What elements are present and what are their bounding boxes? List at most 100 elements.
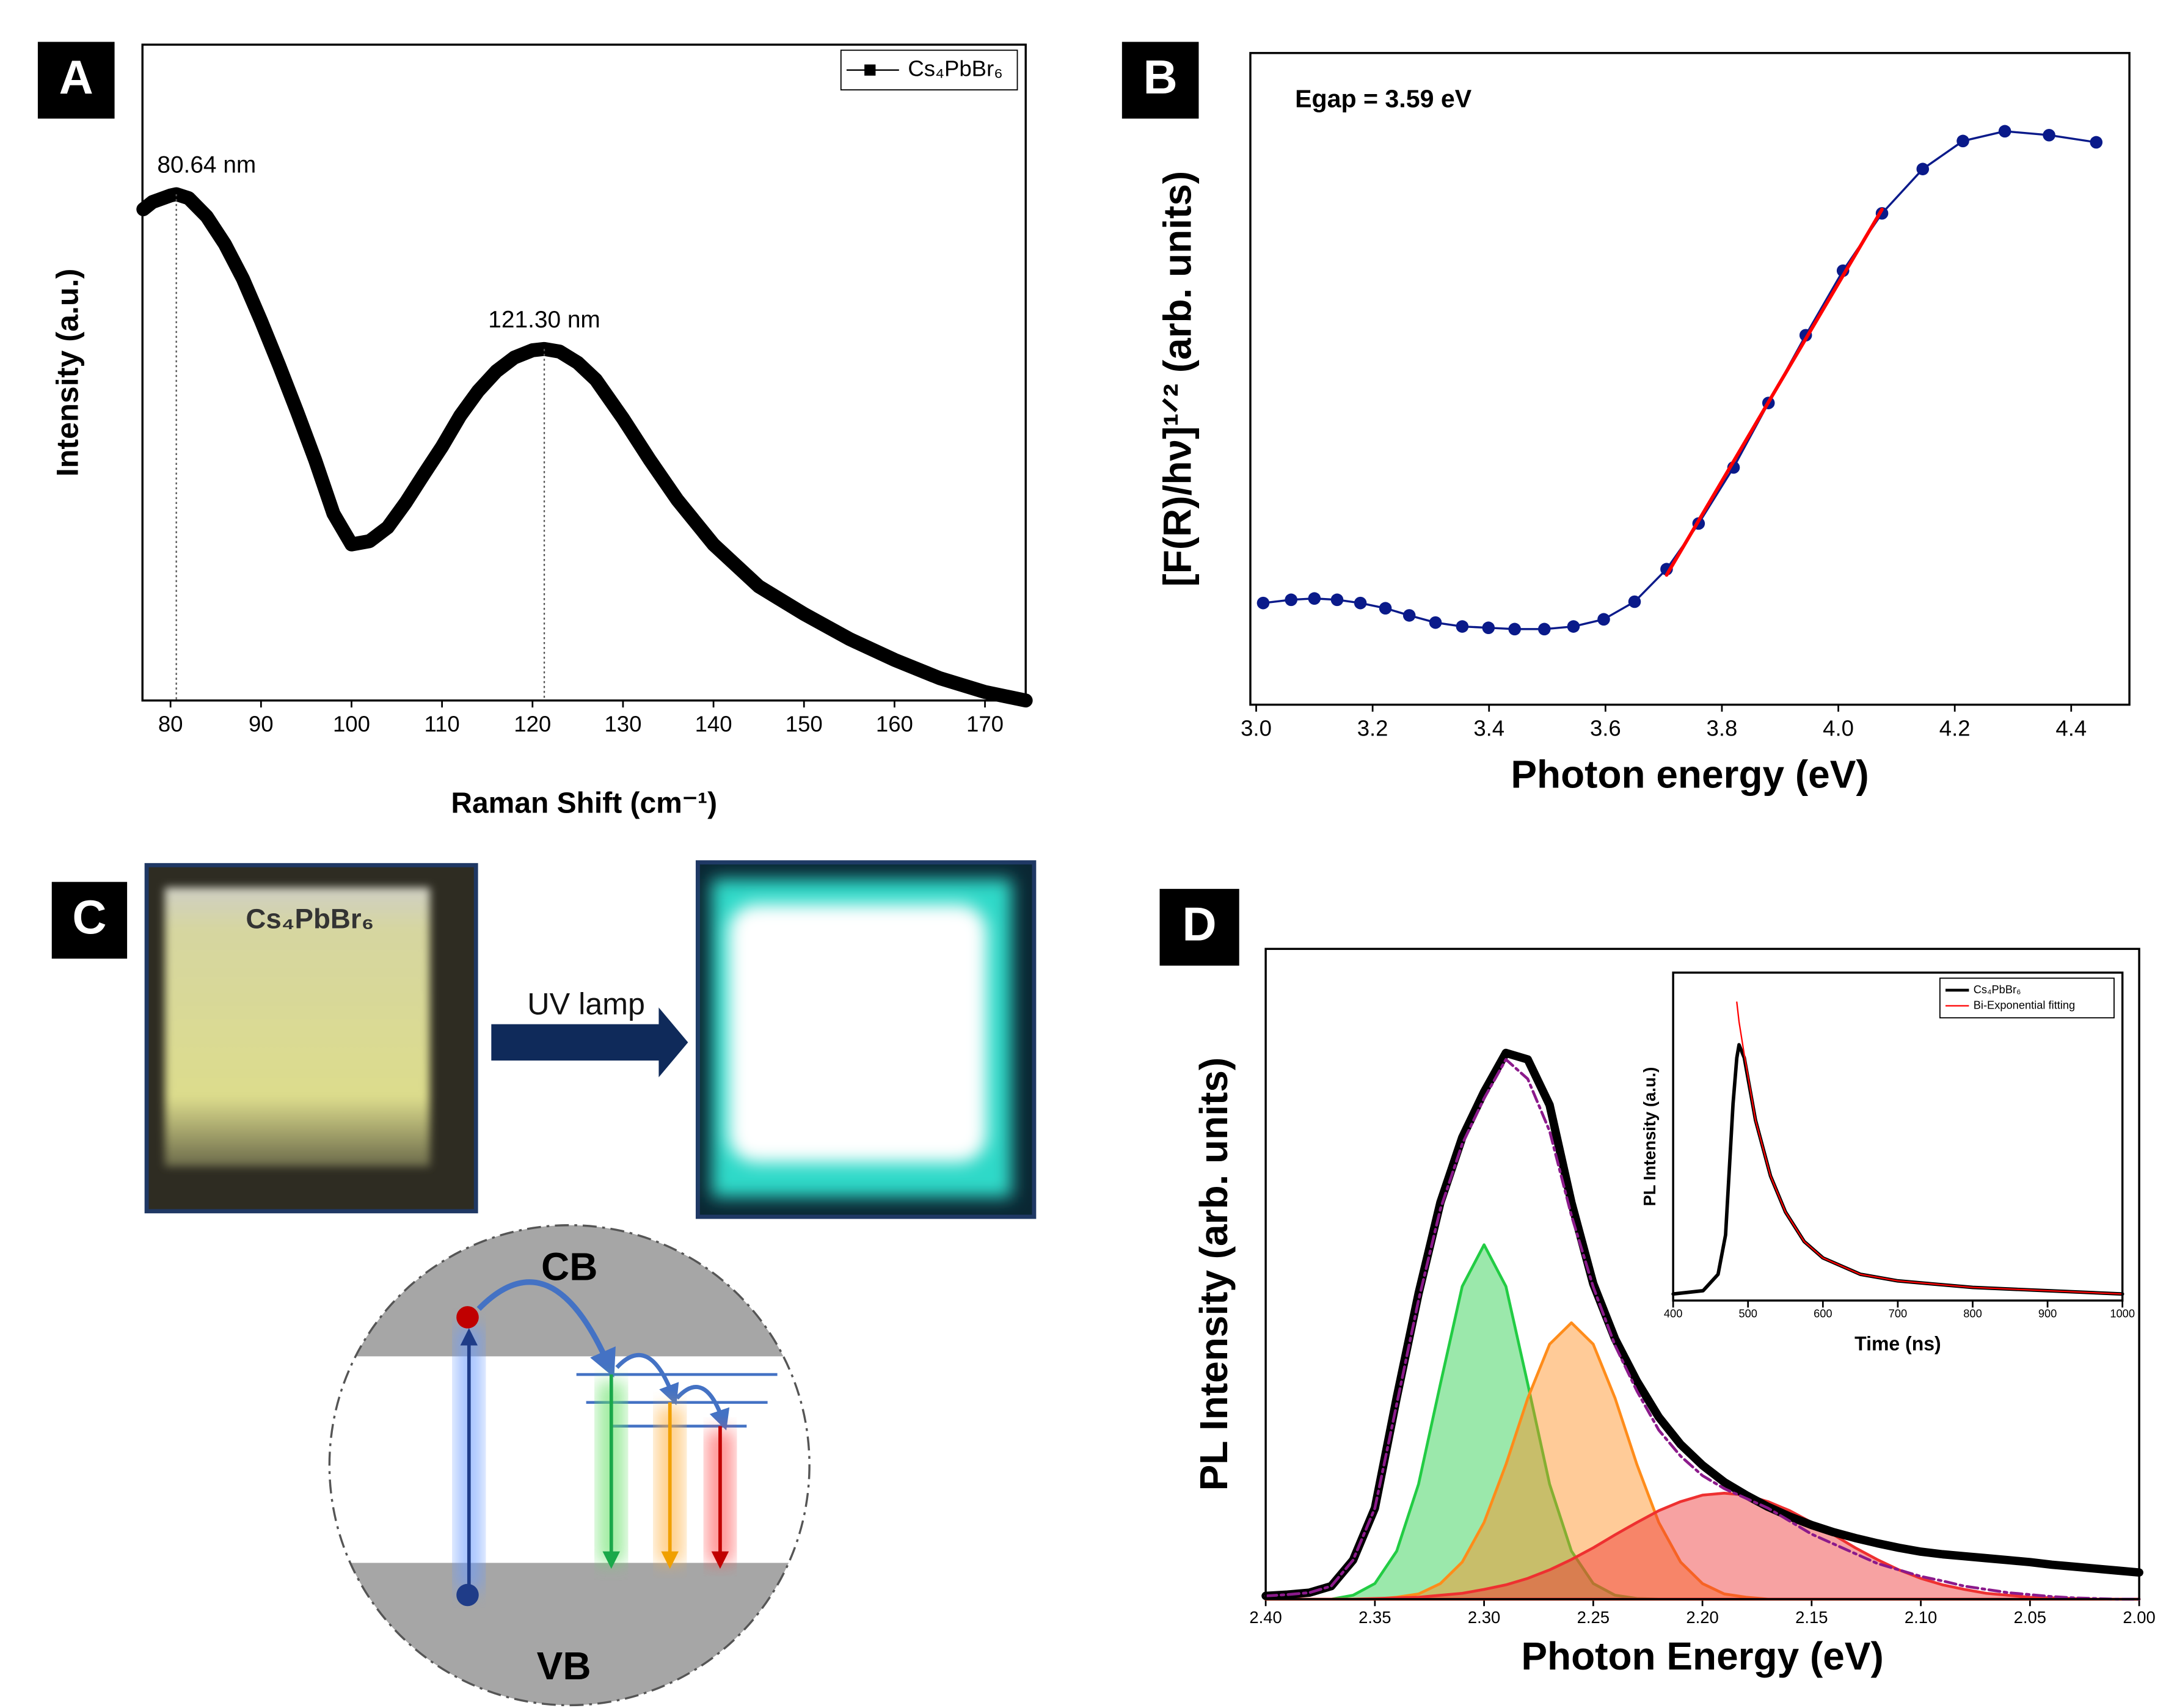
x-axis-label: Raman Shift (cm⁻¹) (451, 787, 717, 820)
x-tick-label: 500 (1738, 1307, 1757, 1320)
chart: 2.40 2.35 2.30 2.25 2.20 2.15 2.10 2.05 2.00 Phot… (1192, 947, 2156, 1678)
legend-label: Cs₄PbBr₆ (1974, 983, 2021, 996)
point (1916, 162, 1930, 175)
legend-box (1939, 977, 2115, 1019)
line (1665, 207, 1884, 577)
x-tick-label: 400 (1664, 1307, 1682, 1320)
point (1308, 592, 1321, 605)
point (1402, 609, 1416, 622)
hole (456, 1583, 479, 1607)
point (1567, 620, 1580, 633)
x-tick-label: 3.8 (1707, 715, 1738, 740)
x-tick-label: 2.25 (1577, 1608, 1610, 1627)
x-tick-label: 2.40 (1249, 1608, 1282, 1627)
legend-label: Cs₄PbBr₆ (908, 56, 1003, 81)
electron (456, 1306, 479, 1329)
x-tick-label: 800 (1963, 1307, 1982, 1320)
x-tick-label: 120 (514, 711, 551, 736)
inset-background (1673, 973, 2123, 1301)
point (1597, 613, 1610, 626)
point (1330, 593, 1344, 607)
circle-outline (328, 1224, 811, 1707)
arrow-label: UV lamp (527, 987, 645, 1021)
plot-frame (1264, 947, 2140, 1600)
point (1285, 593, 1297, 607)
x-tick-label: 130 (604, 711, 641, 736)
sample-label: Cs₄PbBr₆ (246, 903, 374, 935)
panel-label: B (1143, 51, 1178, 104)
panel-label: D (1183, 899, 1217, 951)
line (1264, 1058, 2141, 1601)
legend-marker (864, 64, 876, 76)
x-tick-label: 2.35 (1358, 1608, 1391, 1627)
x-tick-label: 4.2 (1939, 715, 1971, 740)
relax-arrow (675, 1385, 730, 1431)
point (1956, 134, 1969, 148)
x-axis-label: Photon energy (eV) (1511, 752, 1869, 796)
y-axis-label: [F(R)/hν]¹ᐟ² (arb. units) (1156, 171, 1200, 587)
y-axis-label: PL Intensity (arb. units) (1192, 1057, 1236, 1491)
x-tick-label: 150 (786, 711, 823, 736)
glow-core (728, 904, 987, 1162)
point (1456, 620, 1469, 633)
plot-frame (1249, 52, 2131, 706)
x-tick-label: 90 (249, 711, 274, 736)
line (1736, 1001, 2123, 1295)
sample-powder (164, 887, 430, 1167)
label-box (1121, 42, 1199, 119)
vb-label: VB (537, 1644, 591, 1688)
x-tick-label: 100 (333, 711, 370, 736)
point (1508, 622, 1521, 636)
x-tick-label: 2.15 (1795, 1608, 1828, 1627)
x-tick-label: 2.30 (1468, 1608, 1500, 1627)
x-tick-label: 4.0 (1823, 715, 1854, 740)
x-tick-label: 160 (876, 711, 913, 736)
point (1482, 621, 1495, 634)
point (2043, 128, 2055, 142)
area (1264, 1492, 2141, 1601)
annotation: 80.64 nm (157, 151, 256, 178)
x-tick-label: 110 (424, 711, 459, 736)
point (1354, 596, 1367, 610)
x-axis-label: Time (ns) (1854, 1333, 1941, 1355)
y-axis-label: Intensity (a.u.) (51, 269, 85, 477)
x-tick-label: 3.4 (1473, 715, 1504, 740)
x-tick-label: 1000 (2110, 1307, 2135, 1320)
annotation: 121.30 nm (488, 307, 600, 333)
x-tick-label: 3.2 (1357, 715, 1388, 740)
x-tick-label: 700 (1889, 1307, 1907, 1320)
x-tick-label: 3.6 (1590, 715, 1621, 740)
uv-arrow (491, 1007, 688, 1078)
relax-arrow (476, 1279, 616, 1378)
x-tick-label: 600 (1814, 1307, 1832, 1320)
y-axis-label: PL Intensity (a.u.) (1640, 1067, 1659, 1206)
panel-label: C (72, 891, 106, 944)
x-axis-label: Photon Energy (eV) (1521, 1634, 1883, 1678)
x-tick-label: 3.0 (1241, 715, 1272, 740)
plot-frame (1672, 971, 2124, 1302)
x-tick-label: 900 (2038, 1307, 2057, 1320)
point (1537, 622, 1551, 636)
point (2090, 136, 2103, 149)
chart: 3.0 3.2 3.4 3.6 3.8 4.0 4.2 4.4 Photon energy (e… (1156, 52, 2131, 796)
x-tick-label: 2.00 (2123, 1608, 2155, 1627)
relax-arrow (615, 1352, 679, 1406)
x-tick-label: 2.05 (2014, 1608, 2046, 1627)
chart: 80 90 100 110 120 130 140 150 160 170 Raman Shift … (51, 43, 1033, 820)
label-box (51, 881, 128, 959)
x-tick-label: 170 (966, 711, 1004, 736)
x-tick-label: 2.20 (1686, 1608, 1718, 1627)
point (1628, 595, 1641, 608)
line (136, 187, 1033, 708)
point (1256, 596, 1270, 610)
chart: 400 500 600 700 800 900 1000 Time (ns) PL Intens… (1640, 971, 2135, 1355)
panel-label: A (59, 51, 93, 104)
point (1429, 616, 1442, 629)
legend-label: Bi-Exponential fitting (1974, 998, 2076, 1011)
plot-frame (141, 43, 1027, 702)
panel-c: Cs₄PbBr₆ UV lamp CB VB (144, 860, 1037, 1707)
x-tick-label: 140 (695, 711, 732, 736)
label-box (37, 42, 115, 119)
